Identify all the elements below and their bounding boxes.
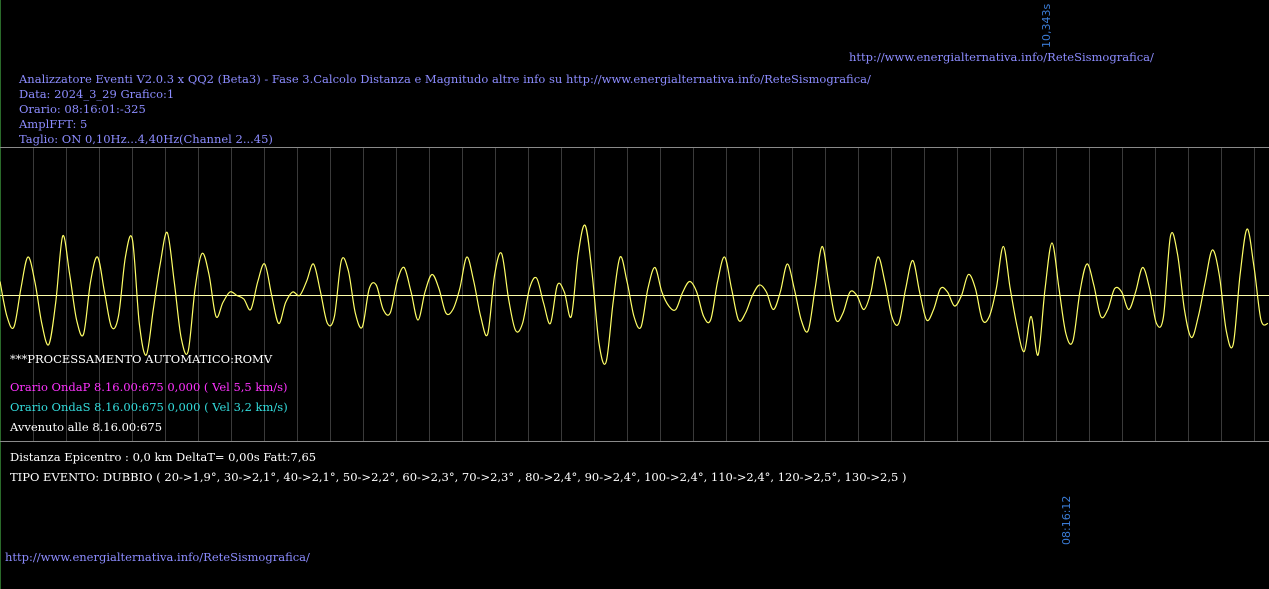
date-label: Data: 2024_3_29 Grafico:1 xyxy=(19,87,175,101)
wave-s-label: Orario OndaS 8.16.00:675 0,000 ( Vel 3,2… xyxy=(10,400,288,414)
seismic-trace xyxy=(0,224,1269,365)
cut-label: Taglio: ON 0,10Hz...4,40Hz xyxy=(19,132,180,146)
time-scale-label: 10,343s xyxy=(1040,3,1053,48)
time-label: Orario: 08:16:01:-325 xyxy=(19,102,146,116)
wave-p-label: Orario OndaP 8.16.00:675 0,000 ( Vel 5,5… xyxy=(10,380,288,394)
event-type-label: TIPO EVENTO: DUBBIO ( 20->1,9°, 30->2,1°… xyxy=(10,470,907,484)
occurred-label: Avvenuto alle 8.16.00:675 xyxy=(10,420,163,434)
channel-label: (Channel 2...45) xyxy=(179,132,273,146)
left-border-line xyxy=(0,0,1,589)
grid-lines xyxy=(33,148,1255,441)
bottom-url-link[interactable]: http://www.energialternativa.info/ReteSi… xyxy=(5,550,310,564)
time-marker-label: 08:16:12 xyxy=(1060,495,1073,545)
processing-label: ***PROCESSAMENTO AUTOMATICO:ROMV xyxy=(10,352,273,366)
ampl-label: AmplFFT: 5 xyxy=(19,117,88,131)
distance-label: Distanza Epicentro : 0,0 km DeltaT= 0,00… xyxy=(10,450,317,464)
app-title: Analizzatore Eventi V2.0.3 x QQ2 (Beta3)… xyxy=(19,72,871,86)
top-url-link[interactable]: http://www.energialternativa.info/ReteSi… xyxy=(849,50,1154,64)
